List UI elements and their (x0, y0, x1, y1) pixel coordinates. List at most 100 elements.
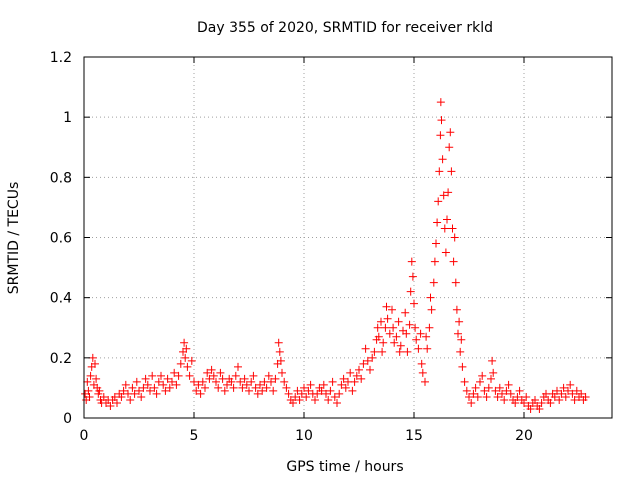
data-point-marker (467, 398, 476, 407)
data-point-marker (274, 338, 283, 347)
data-point-marker (137, 392, 146, 401)
data-point-marker (152, 389, 161, 398)
data-point-marker (205, 374, 214, 383)
data-point-marker (185, 371, 194, 380)
data-point-marker (245, 386, 253, 395)
data-point-marker (535, 404, 544, 413)
data-point-marker (394, 317, 403, 326)
data-point-marker (180, 338, 189, 347)
data-point-marker (484, 383, 493, 392)
data-point-marker (231, 371, 240, 380)
data-point-marker (458, 362, 467, 371)
data-point-marker (236, 377, 245, 386)
data-point-marker (85, 392, 94, 401)
data-point-marker (313, 389, 322, 398)
data-point-marker (190, 377, 198, 386)
grid (84, 57, 612, 418)
data-point-marker (256, 380, 264, 389)
data-point-marker (402, 329, 411, 338)
data-point-marker (465, 392, 473, 401)
data-point-marker (462, 386, 471, 395)
data-point-marker (113, 398, 121, 407)
data-point-marker (568, 389, 577, 398)
data-point-marker (498, 389, 506, 398)
data-point-marker (251, 383, 260, 392)
data-point-marker (426, 293, 435, 302)
data-point-marker (253, 389, 262, 398)
data-point-marker (504, 380, 513, 389)
y-tick-label: 0.4 (50, 291, 72, 307)
data-point-marker (473, 392, 482, 401)
data-point-marker (392, 332, 401, 341)
data-point-marker (139, 383, 148, 392)
data-point-marker (357, 374, 366, 383)
data-point-marker (414, 344, 423, 353)
data-point-marker (333, 398, 341, 407)
data-point-marker (416, 329, 425, 338)
data-point-marker (297, 389, 306, 398)
data-point-marker (203, 368, 212, 377)
x-tick-label: 15 (405, 428, 423, 444)
data-point-marker (148, 371, 157, 380)
data-point-marker (382, 302, 391, 311)
data-point-marker (240, 374, 249, 383)
x-axis-label: GPS time / hours (286, 459, 403, 475)
y-tick-label: 0.6 (50, 231, 72, 247)
data-point-marker (146, 386, 154, 395)
data-point-marker (141, 374, 150, 383)
data-point-marker (229, 383, 238, 392)
data-point-marker (452, 305, 461, 314)
data-point-marker (282, 383, 291, 392)
data-point-marker (520, 398, 528, 407)
data-point-marker (95, 386, 104, 395)
data-point-marker (439, 191, 448, 200)
data-point-marker (117, 392, 126, 401)
data-point-marker (212, 377, 220, 386)
data-point-marker (471, 383, 480, 392)
data-point-marker (506, 389, 515, 398)
data-point-marker (406, 287, 415, 296)
data-point-marker (154, 377, 163, 386)
data-series (81, 98, 590, 413)
data-point-marker (366, 365, 374, 374)
data-point-marker (469, 389, 478, 398)
data-point-marker (429, 278, 438, 287)
data-point-marker (435, 167, 444, 176)
data-point-marker (207, 365, 216, 374)
data-point-marker (304, 386, 313, 395)
data-point-marker (209, 371, 218, 380)
data-point-marker (405, 320, 414, 329)
data-point-marker (443, 215, 451, 224)
data-point-marker (546, 398, 555, 407)
data-point-marker (88, 353, 97, 362)
data-point-marker (383, 314, 392, 323)
data-point-marker (198, 377, 207, 386)
data-point-marker (557, 389, 566, 398)
data-point-marker (352, 371, 361, 380)
data-point-marker (493, 392, 502, 401)
data-point-marker (418, 368, 427, 377)
data-point-marker (434, 197, 443, 206)
data-point-marker (581, 392, 590, 401)
data-point-marker (385, 329, 394, 338)
data-point-marker (423, 344, 432, 353)
data-point-marker (491, 386, 500, 395)
x-tick-label: 20 (515, 428, 533, 444)
data-point-marker (448, 224, 457, 233)
data-point-marker (440, 224, 449, 233)
data-point-marker (482, 392, 491, 401)
data-point-marker (271, 374, 280, 383)
y-axis-label: SRMTID / TECUs (6, 182, 22, 295)
data-point-marker (183, 362, 192, 371)
data-point-marker (368, 353, 377, 362)
data-point-marker (553, 386, 561, 395)
data-point-marker (264, 371, 273, 380)
data-point-marker (555, 395, 564, 404)
data-point-marker (421, 377, 429, 386)
data-point-marker (374, 332, 383, 341)
data-point-marker (269, 386, 278, 395)
y-tick-label: 1.2 (50, 50, 72, 66)
data-point-marker (438, 155, 447, 164)
y-tick-label: 0 (63, 411, 72, 427)
data-point-marker (300, 383, 308, 392)
